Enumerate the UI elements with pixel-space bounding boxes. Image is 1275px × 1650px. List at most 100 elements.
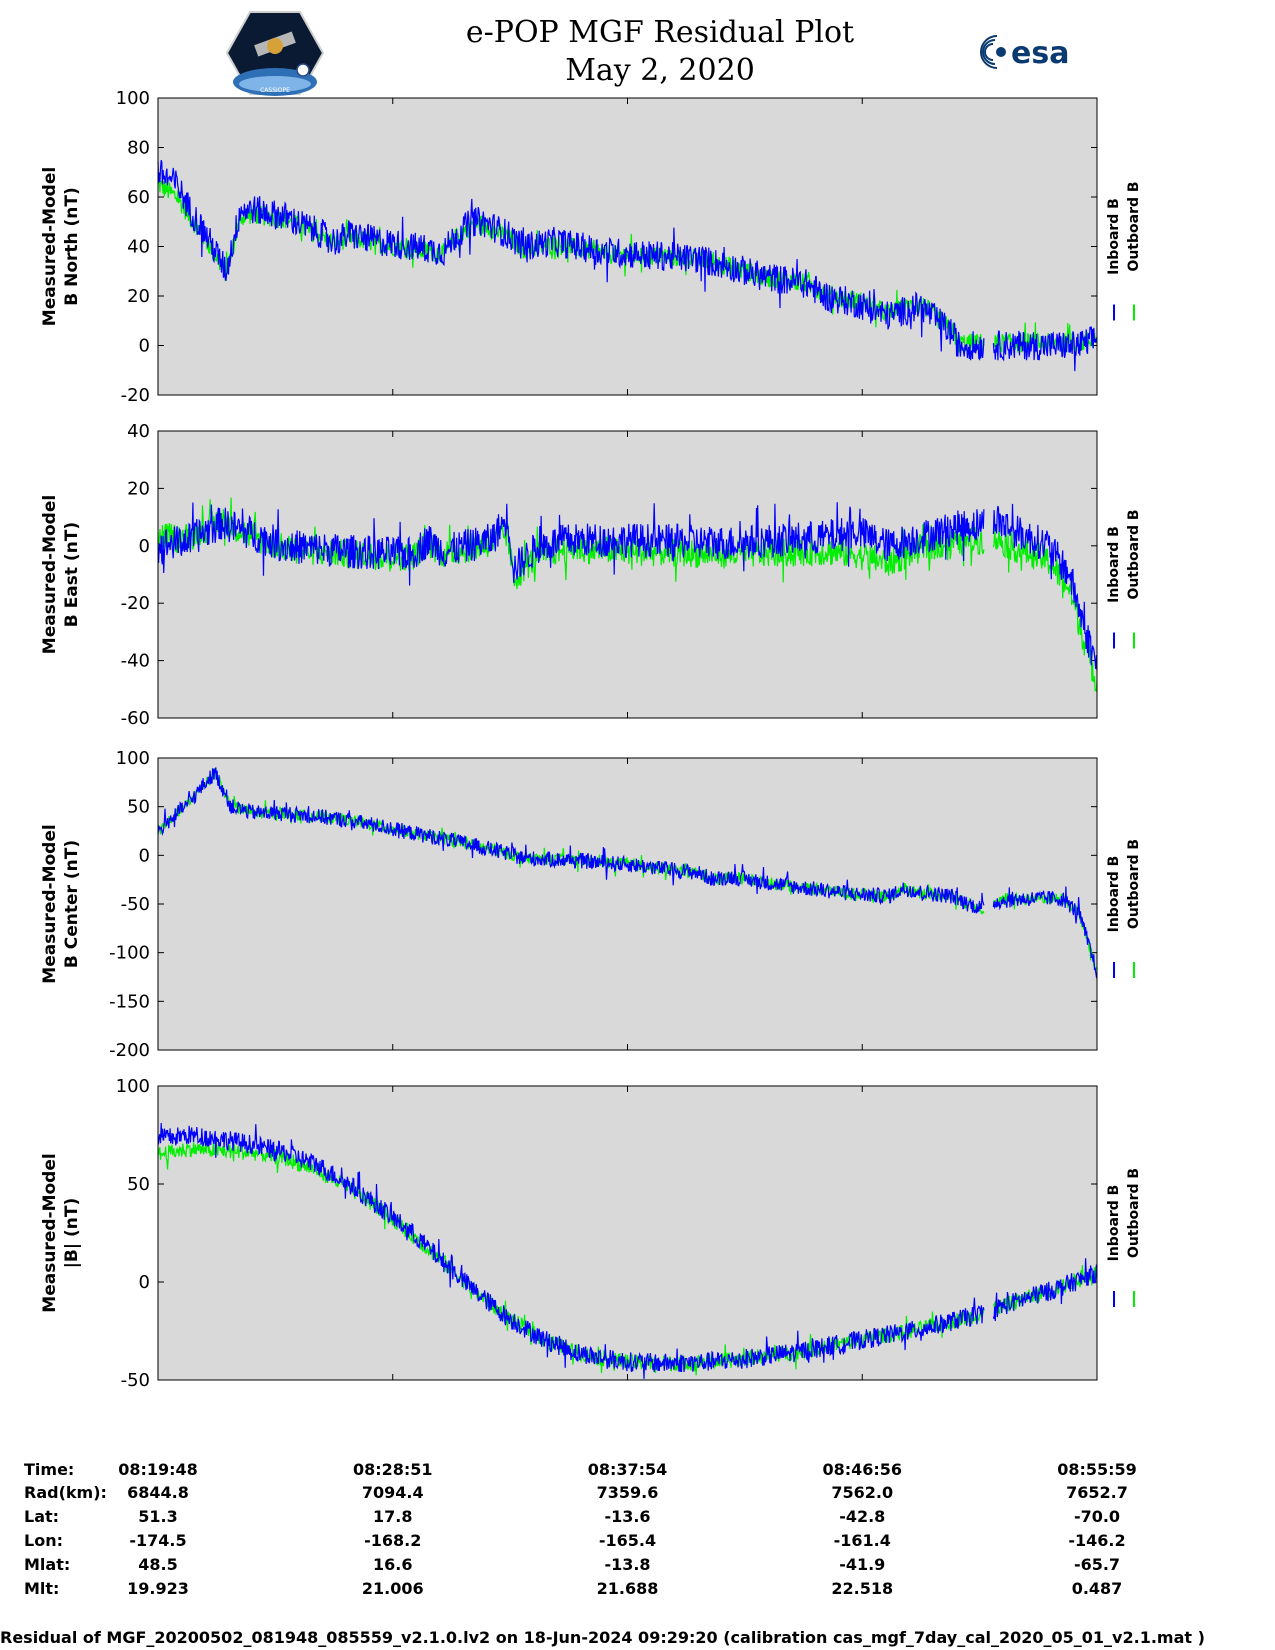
y-tick-label: -200 — [109, 1040, 150, 1061]
info-cell: 17.8 — [373, 1507, 413, 1526]
y-tick-label: 100 — [116, 88, 150, 109]
plot-frame — [157, 430, 1098, 719]
info-cell: -161.4 — [833, 1531, 891, 1550]
orbit-info-table: Time: Rad(km): Lat: Lon: Mlat: Mlt: 08:19:48 68… — [0, 1460, 1275, 1610]
info-cell: -13.8 — [604, 1555, 651, 1574]
y-tick-label: -150 — [109, 991, 150, 1012]
info-cell: 08:37:54 — [587, 1460, 668, 1479]
info-cell: 7359.6 — [596, 1483, 659, 1502]
y-tick-label: 40 — [127, 237, 150, 258]
y-tick-label: -100 — [109, 943, 150, 964]
plot-background — [158, 431, 1097, 718]
series-inboard — [157, 767, 1098, 979]
info-cell: -13.6 — [604, 1507, 651, 1526]
title-date: May 2, 2020 — [565, 53, 755, 88]
chart-title: e-POP MGF Residual Plot May 2, 2020 — [380, 14, 940, 90]
y-axis-label: Measured-Model — [40, 167, 60, 326]
info-cell: 7562.0 — [831, 1483, 894, 1502]
info-cell: 7652.7 — [1066, 1483, 1128, 1502]
y-tick-label: -60 — [121, 708, 150, 729]
cassiope-logo: CASSIOPE — [225, 11, 325, 96]
y-tick-label: 0 — [139, 845, 150, 866]
y-tick-label: 50 — [127, 797, 150, 818]
y-tick-label: 20 — [127, 286, 150, 307]
info-row-label: Mlat: — [24, 1555, 71, 1574]
info-cell: -168.2 — [364, 1531, 422, 1550]
plot-frame — [157, 1085, 1098, 1381]
y-tick-label: -20 — [121, 593, 150, 614]
info-cell: 16.6 — [373, 1555, 413, 1574]
plot-frame — [157, 97, 1098, 396]
logo-left-text: CASSIOPE — [260, 87, 290, 94]
info-row-label: Lat: — [24, 1507, 60, 1526]
y-axis-label: B Center (nT) — [62, 840, 82, 968]
info-cell: -146.2 — [1068, 1531, 1126, 1550]
legend-label-inboard: Inboard B — [1106, 198, 1122, 275]
legend-label-outboard: Outboard B — [1126, 181, 1142, 271]
y-axis-label: Measured-Model — [40, 824, 60, 983]
info-row-label: Mlt: — [24, 1579, 60, 1598]
series-inboard — [157, 1122, 1098, 1379]
title-main: e-POP MGF Residual Plot — [465, 15, 855, 50]
y-tick-label: -20 — [121, 385, 150, 406]
y-tick-label: -50 — [121, 894, 150, 915]
y-tick-label: 0 — [139, 1272, 150, 1293]
legend-label-outboard: Outboard B — [1126, 1168, 1142, 1258]
esa-logo: esa — [980, 35, 1069, 71]
y-tick-label: 100 — [116, 1076, 150, 1097]
info-cell: 0.487 — [1071, 1579, 1123, 1598]
y-axis-label: Measured-Model — [40, 495, 60, 654]
info-cell: 08:28:51 — [352, 1460, 433, 1479]
legend-label-inboard: Inboard B — [1106, 526, 1122, 603]
info-cell: -65.7 — [1073, 1555, 1121, 1574]
info-cell: 48.5 — [138, 1555, 178, 1574]
info-row-label: Time: — [24, 1460, 75, 1479]
footer-caption: Residual of MGF_20200502_081948_085559_v… — [0, 1628, 1205, 1647]
panel-1: 100 80 60 40 20 0 -20 Measured-Model B North (nT… — [40, 88, 1142, 406]
info-cell: -174.5 — [129, 1531, 187, 1550]
info-cell: 08:19:48 — [118, 1460, 198, 1479]
info-row-label: Lon: — [24, 1531, 63, 1550]
info-cell: -42.8 — [839, 1507, 886, 1526]
info-cell: 19.923 — [127, 1579, 189, 1598]
plot-background — [158, 758, 1097, 1050]
y-tick-label: 20 — [127, 478, 150, 499]
series-inboard — [157, 160, 1098, 372]
y-tick-label: -50 — [121, 1370, 150, 1391]
y-tick-label: 0 — [139, 536, 150, 557]
info-cell: 6844.8 — [127, 1483, 189, 1502]
y-tick-label: 0 — [139, 336, 150, 357]
legend-label-outboard: Outboard B — [1126, 839, 1142, 929]
plot-frame — [157, 757, 1098, 1051]
info-cell: -70.0 — [1073, 1507, 1121, 1526]
info-cell: 7094.4 — [361, 1483, 424, 1502]
legend-label-inboard: Inboard B — [1106, 1185, 1122, 1262]
info-cell: 21.006 — [361, 1579, 424, 1598]
info-cell: 08:46:56 — [822, 1460, 903, 1479]
series-inboard — [157, 502, 1098, 671]
y-tick-label: 50 — [127, 1174, 150, 1195]
y-tick-label: 100 — [116, 748, 150, 769]
plot-background — [158, 1086, 1097, 1380]
y-tick-label: 60 — [127, 187, 150, 208]
y-tick-label: -40 — [121, 651, 150, 672]
y-tick-label: 80 — [127, 138, 150, 159]
info-cell: -41.9 — [839, 1555, 886, 1574]
info-row-label: Rad(km): — [24, 1483, 107, 1502]
legend-label-inboard: Inboard B — [1106, 856, 1122, 933]
y-axis-label: B North (nT) — [62, 187, 82, 306]
info-cell: 21.688 — [596, 1579, 659, 1598]
panel-3: 100 50 0 -50 -100 -150 -200 Measured-Model B Cen… — [40, 748, 1142, 1061]
y-axis-label: |B| (nT) — [62, 1198, 82, 1269]
info-cell: 22.518 — [831, 1579, 894, 1598]
legend-label-outboard: Outboard B — [1126, 509, 1142, 599]
y-axis-label: Measured-Model — [40, 1153, 60, 1312]
info-cell: 51.3 — [138, 1507, 178, 1526]
info-cell: 08:55:59 — [1057, 1460, 1137, 1479]
y-tick-label: 40 — [127, 421, 150, 442]
logo-right-text: esa — [1011, 36, 1069, 71]
panel-2: 40 20 0 -20 -40 -60 Measured-Model B East (nT) I… — [40, 421, 1142, 729]
info-cell: -165.4 — [598, 1531, 657, 1550]
y-axis-label: B East (nT) — [62, 522, 82, 627]
